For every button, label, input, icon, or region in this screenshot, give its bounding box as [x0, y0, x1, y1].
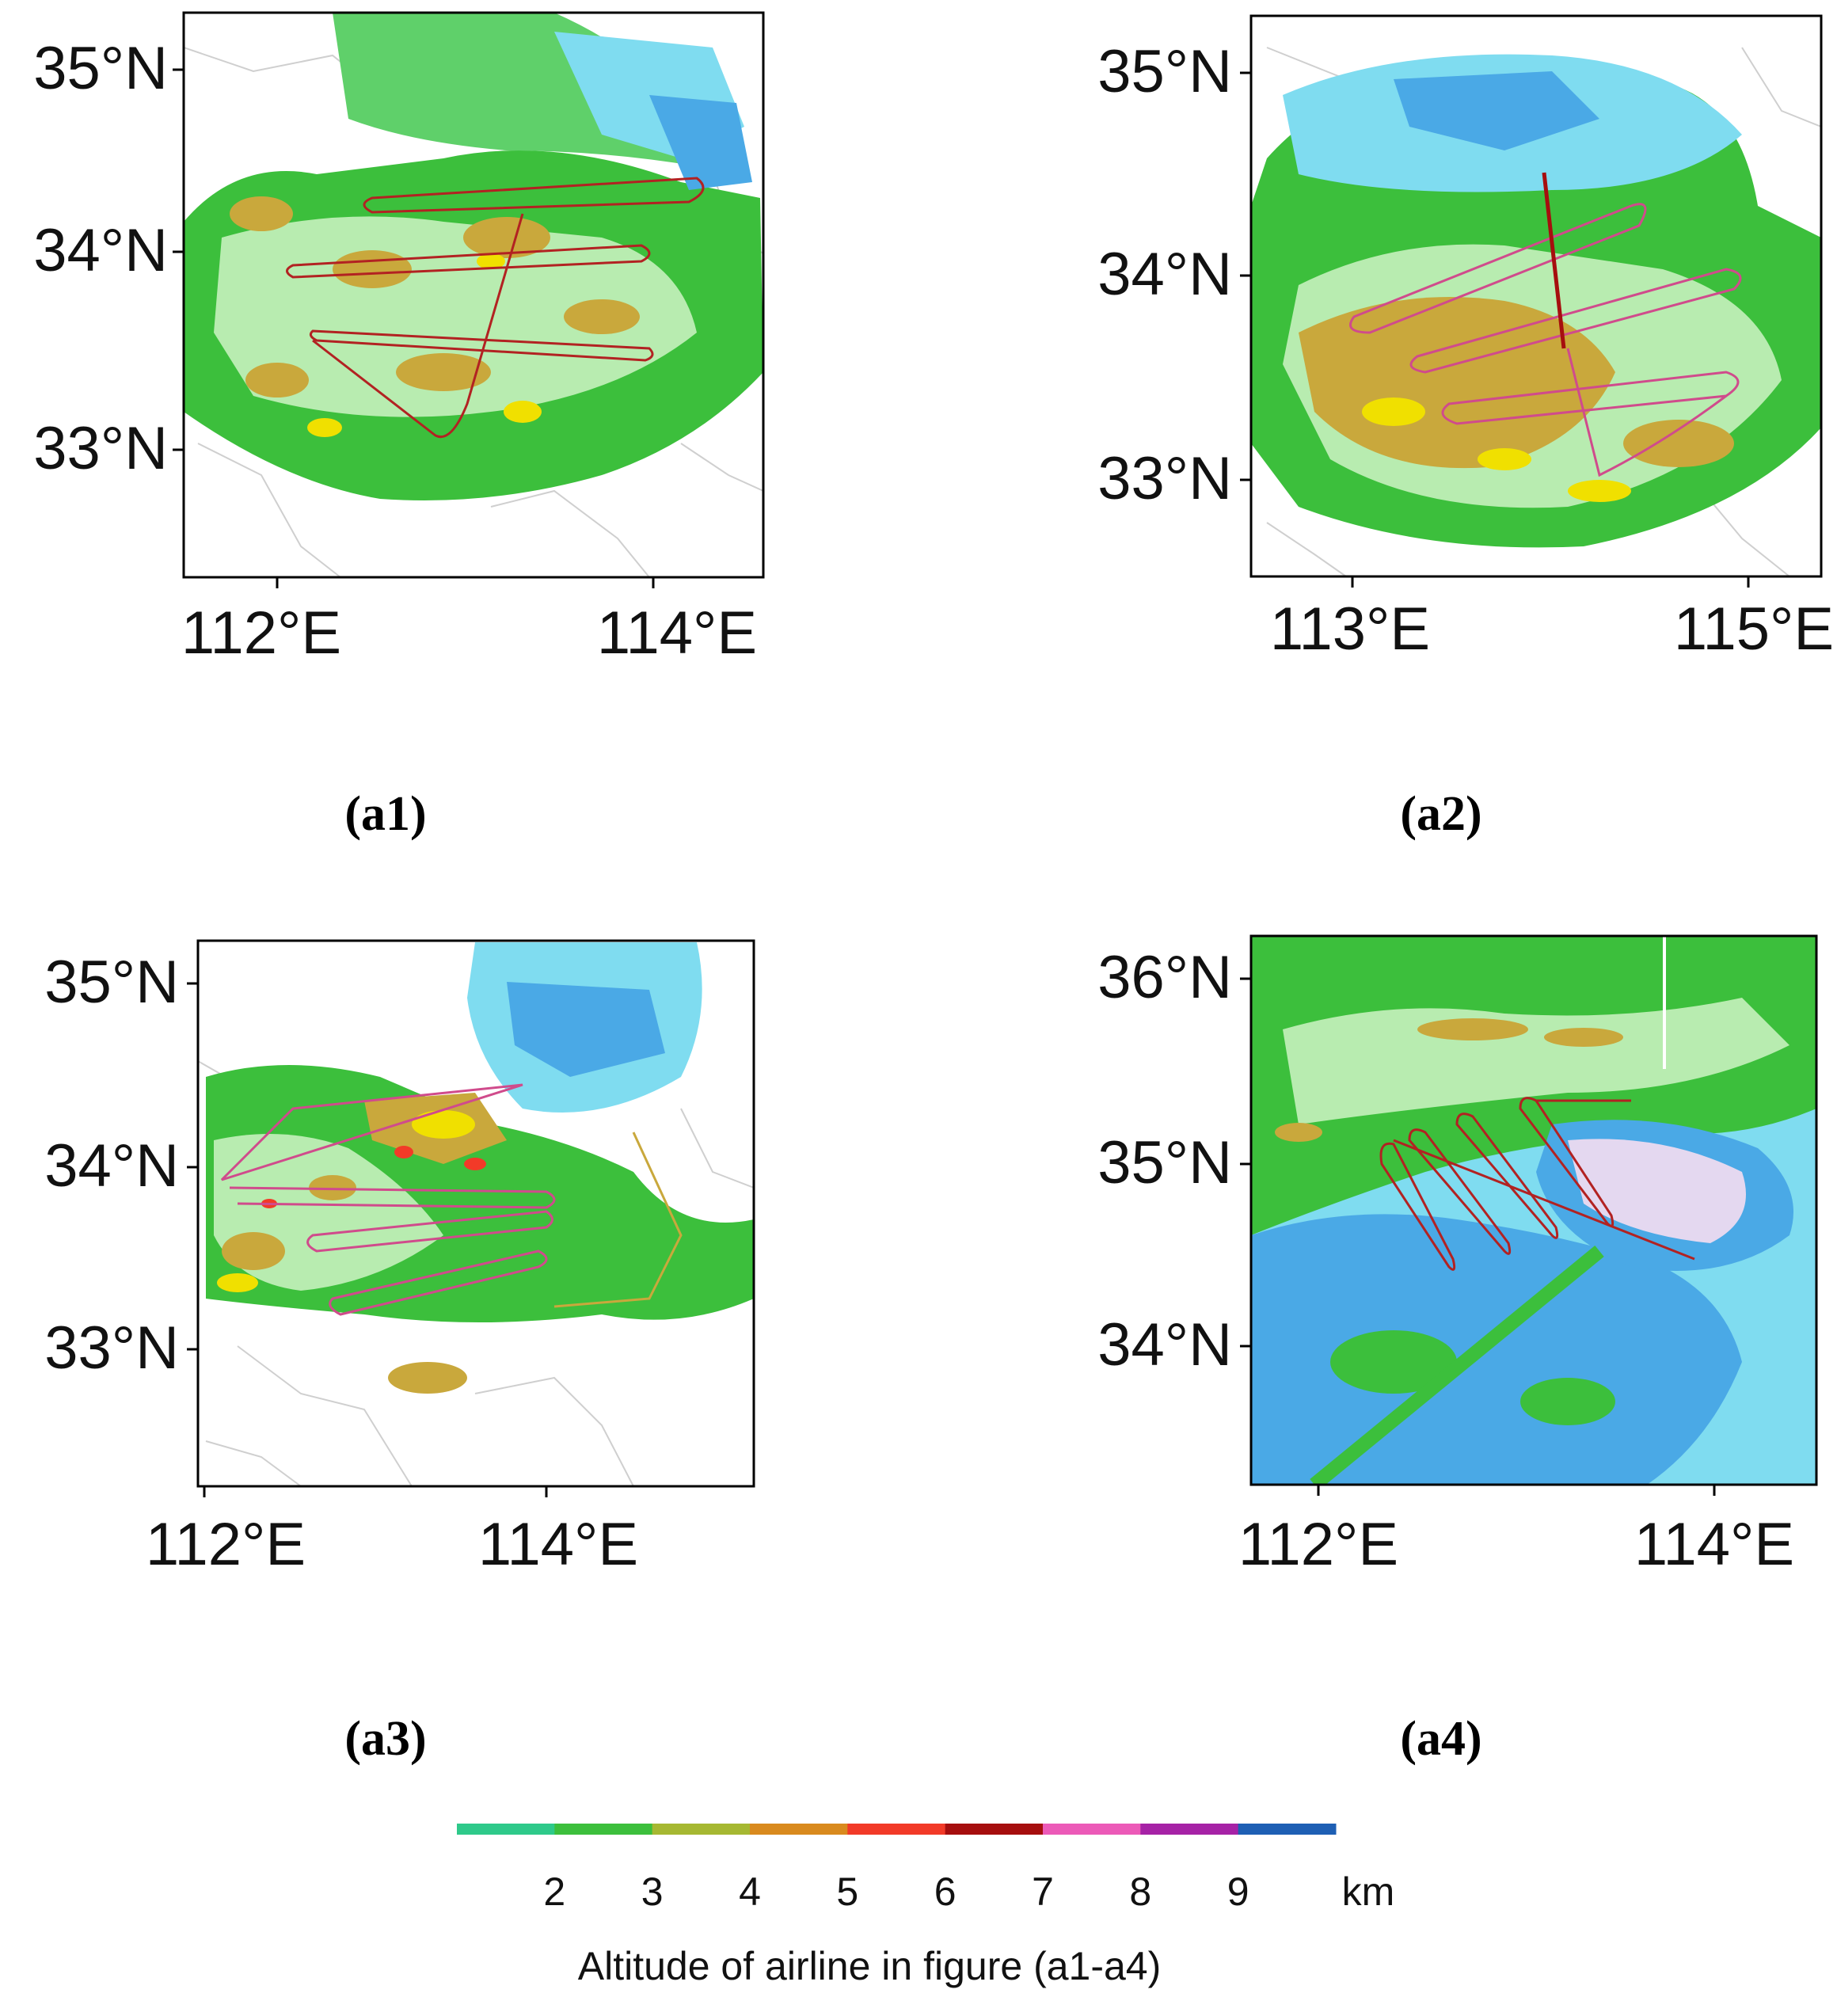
panel-a2-label: (a2) [1400, 787, 1481, 841]
colorbar-swatch [554, 1824, 653, 1835]
panel-a1-lat-tick: 34°N [33, 217, 168, 284]
panel-a4-lat-tick: 36°N [1097, 944, 1232, 1011]
panel-a3-label: (a3) [344, 1712, 426, 1766]
panel-a4-lon-tick: 114°E [1634, 1511, 1794, 1578]
colorbar-title: Altitude of airline in figure (a1-a4) [578, 1944, 1162, 1988]
panel-a1-lat-tick: 33°N [33, 415, 168, 482]
panel-a3-lat-tick: 33°N [44, 1314, 179, 1382]
panel-a3-lon-tick: 114°E [478, 1511, 638, 1578]
panel-a1-lat-tick: 35°N [33, 35, 168, 102]
panel-a2-lon-tick: 115°E [1674, 595, 1834, 663]
panel-a1-lon-tick: 114°E [597, 599, 757, 667]
panel-a3-frame [196, 939, 755, 1488]
panel-a3-lat-tick: 35°N [44, 949, 179, 1016]
colorbar-tick-label: 5 [836, 1870, 858, 1914]
panel-a2-lat-tick: 34°N [1097, 241, 1232, 308]
panel-a4-frame [1249, 934, 1818, 1486]
panel-a4: 36°N 35°N 34°N 112°E 114°E (a4) [1097, 934, 1818, 1766]
panel-a3-map [198, 941, 754, 1486]
panel-a4-lat-tick: 34°N [1097, 1311, 1232, 1379]
panel-a4-lon-tick: 112°E [1238, 1511, 1398, 1578]
colorbar-swatch [945, 1824, 1044, 1835]
panel-a2-frame [1249, 14, 1823, 578]
panel-a3-lon-tick: 112°E [146, 1511, 306, 1578]
panel-a3-lat-tick: 34°N [44, 1132, 179, 1200]
panel-a4-map [1251, 936, 1816, 1485]
panel-a1: 35°N 34°N 33°N 112°E 114°E (a1) [33, 11, 765, 841]
panel-a2-lat-tick: 33°N [1097, 445, 1232, 512]
colorbar-tick-label: 6 [934, 1870, 957, 1914]
panel-a1-lon-tick: 112°E [181, 599, 341, 667]
colorbar-tick-labels: 2 3 4 5 6 7 8 9 [543, 1870, 1249, 1914]
panel-a1-label: (a1) [344, 787, 426, 841]
panel-a2-map [1251, 16, 1821, 576]
colorbar-swatch [1043, 1824, 1141, 1835]
colorbar-tick-label: 2 [543, 1870, 565, 1914]
colorbar-swatch [750, 1824, 848, 1835]
panel-a2-lon-tick: 113°E [1270, 595, 1430, 663]
colorbar-tick-label: 9 [1227, 1870, 1249, 1914]
colorbar-swatch [457, 1824, 555, 1835]
colorbar-tick-label: 8 [1129, 1870, 1151, 1914]
panel-a3: 35°N 34°N 33°N 112°E 114°E (a3) [44, 939, 755, 1766]
colorbar: 2 3 4 5 6 7 8 9 km Altitude of airline in figur… [457, 1824, 1394, 1988]
colorbar-unit: km [1342, 1870, 1395, 1914]
panel-a1-map [184, 13, 763, 577]
colorbar-swatch [652, 1824, 751, 1835]
panel-a2-lat-tick: 35°N [1097, 38, 1232, 105]
panel-a4-lat-tick: 35°N [1097, 1129, 1232, 1196]
colorbar-swatch [1238, 1824, 1337, 1835]
colorbar-swatch [847, 1824, 946, 1835]
colorbar-swatches [457, 1824, 1337, 1835]
colorbar-tick-label: 4 [739, 1870, 761, 1914]
panel-a1-frame [182, 11, 765, 579]
panel-a2: 35°N 34°N 33°N 113°E 115°E (a2) [1097, 14, 1834, 841]
colorbar-swatch [1140, 1824, 1239, 1835]
panel-a4-label: (a4) [1400, 1712, 1481, 1766]
colorbar-tick-label: 3 [641, 1870, 664, 1914]
colorbar-tick-label: 7 [1032, 1870, 1054, 1914]
